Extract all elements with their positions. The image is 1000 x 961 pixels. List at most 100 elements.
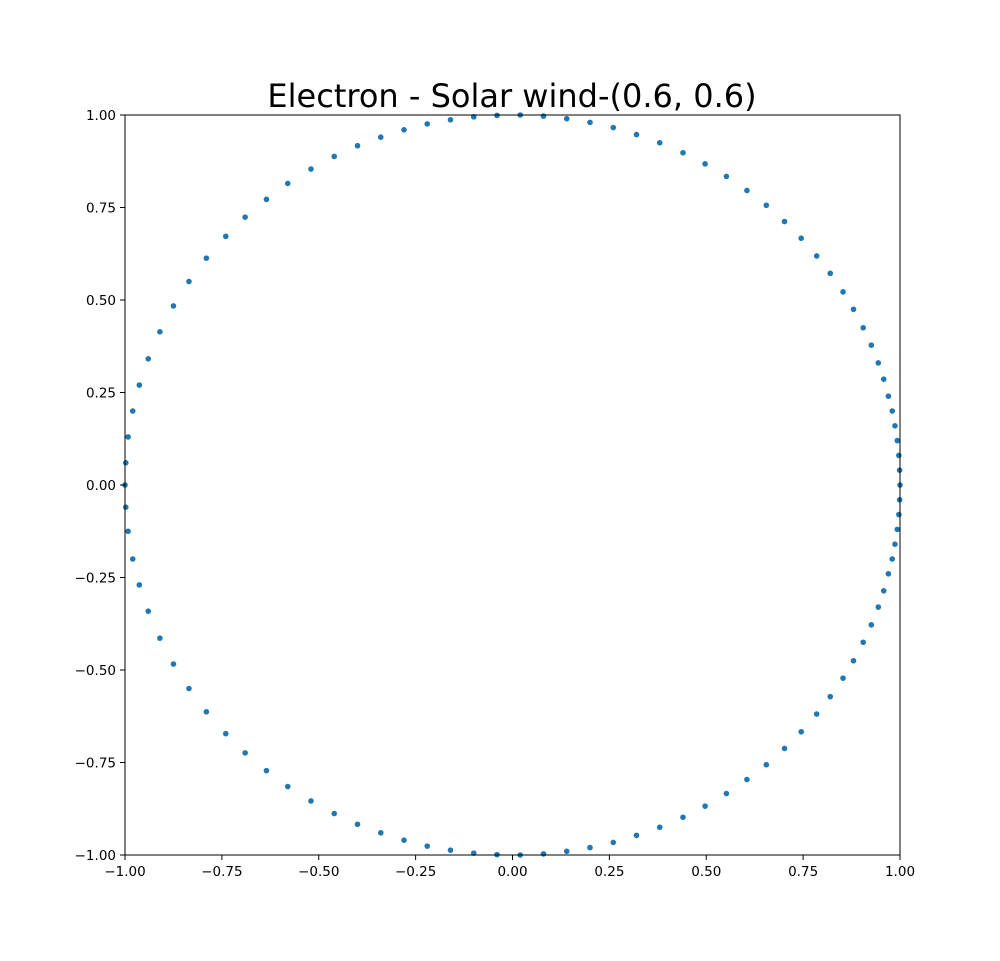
data-point — [308, 798, 314, 804]
chart-title: Electron - Solar wind-(0.6, 0.6) — [267, 77, 756, 115]
x-tick-label: 0.00 — [497, 864, 527, 880]
x-tick-label: −1.00 — [104, 864, 145, 880]
data-point — [896, 511, 902, 518]
x-tick-label: 0.75 — [788, 864, 818, 880]
data-point — [242, 750, 248, 756]
data-point — [186, 278, 192, 285]
data-point — [633, 131, 640, 138]
data-point — [827, 693, 834, 700]
data-point — [377, 830, 384, 836]
data-point — [157, 635, 163, 641]
data-point — [186, 685, 192, 692]
data-point — [401, 837, 407, 843]
data-point — [540, 113, 547, 119]
data-point — [354, 821, 361, 828]
x-tick-label: 1.00 — [885, 864, 915, 880]
data-point — [798, 728, 804, 735]
data-point — [447, 117, 454, 123]
data-point — [702, 803, 708, 809]
data-point — [840, 289, 846, 295]
y-axis: −1.00 −0.75 −0.50 −0.25 0.00 0.25 0.50 0.75 1.00 — [75, 108, 125, 864]
data-point — [680, 814, 686, 821]
x-tick-label: 0.50 — [691, 864, 721, 880]
data-point — [129, 408, 136, 414]
x-tick-label: −0.50 — [298, 864, 339, 880]
data-point — [744, 776, 750, 783]
x-tick-label: −0.75 — [201, 864, 242, 880]
data-point — [563, 848, 570, 855]
data-point — [781, 745, 788, 752]
y-tick-label: 0.25 — [86, 386, 116, 402]
data-point — [203, 255, 210, 261]
data-point — [875, 604, 882, 610]
data-point — [860, 639, 866, 646]
data-point — [401, 127, 407, 133]
data-point — [136, 582, 143, 588]
data-point — [880, 588, 887, 594]
y-tick-label: −0.25 — [75, 571, 116, 587]
data-point — [723, 790, 730, 797]
data-point — [242, 214, 248, 220]
data-point — [331, 153, 338, 160]
x-tick-label: −0.25 — [395, 864, 436, 880]
y-tick-label: 0.50 — [86, 293, 116, 309]
data-point — [763, 761, 770, 768]
y-tick-label: 0.75 — [86, 201, 116, 217]
data-point — [860, 324, 866, 331]
x-axis: −1.00 −0.75 −0.50 −0.25 0.00 0.25 0.50 0.75 1.00 — [104, 855, 915, 880]
data-point — [540, 851, 547, 857]
data-point — [284, 180, 291, 187]
data-point — [129, 556, 136, 562]
data-point — [122, 504, 129, 511]
data-point — [894, 526, 901, 533]
data-point — [377, 134, 384, 140]
data-point — [145, 608, 152, 614]
y-tick-label: −1.00 — [75, 848, 116, 864]
data-point — [892, 423, 898, 429]
data-point — [424, 121, 431, 127]
data-point — [263, 767, 270, 774]
data-point — [868, 342, 875, 348]
y-tick-label: 1.00 — [86, 108, 116, 124]
data-point — [827, 270, 834, 277]
data-point — [222, 730, 229, 737]
data-point — [136, 382, 143, 388]
data-point — [850, 306, 857, 313]
data-point — [587, 844, 593, 851]
data-point — [157, 329, 163, 335]
data-point — [447, 847, 454, 853]
data-point — [889, 408, 896, 414]
x-tick-label: 0.25 — [594, 864, 624, 880]
y-tick-label: −0.75 — [75, 756, 116, 772]
data-point — [125, 528, 131, 535]
data-point — [145, 356, 152, 362]
data-point — [656, 139, 663, 146]
data-point — [885, 393, 892, 400]
data-point — [702, 161, 708, 167]
data-point — [610, 839, 617, 846]
data-point — [203, 709, 210, 715]
data-point — [744, 187, 750, 194]
data-points — [122, 112, 903, 858]
data-point — [587, 119, 593, 126]
data-point — [263, 196, 270, 203]
data-point — [122, 460, 129, 466]
data-point — [885, 571, 892, 577]
data-point — [170, 661, 177, 667]
data-point — [868, 622, 875, 628]
data-point — [125, 434, 131, 440]
data-point — [875, 360, 882, 366]
data-point — [894, 437, 901, 444]
data-point — [354, 142, 361, 149]
data-point — [424, 843, 431, 849]
data-point — [563, 115, 570, 122]
data-point — [850, 657, 857, 664]
data-point — [892, 541, 898, 547]
data-point — [331, 810, 338, 817]
data-point — [170, 303, 177, 309]
y-tick-label: −0.50 — [75, 663, 116, 679]
y-tick-label: 0.00 — [86, 478, 116, 494]
data-point — [633, 832, 640, 839]
data-point — [656, 824, 663, 831]
